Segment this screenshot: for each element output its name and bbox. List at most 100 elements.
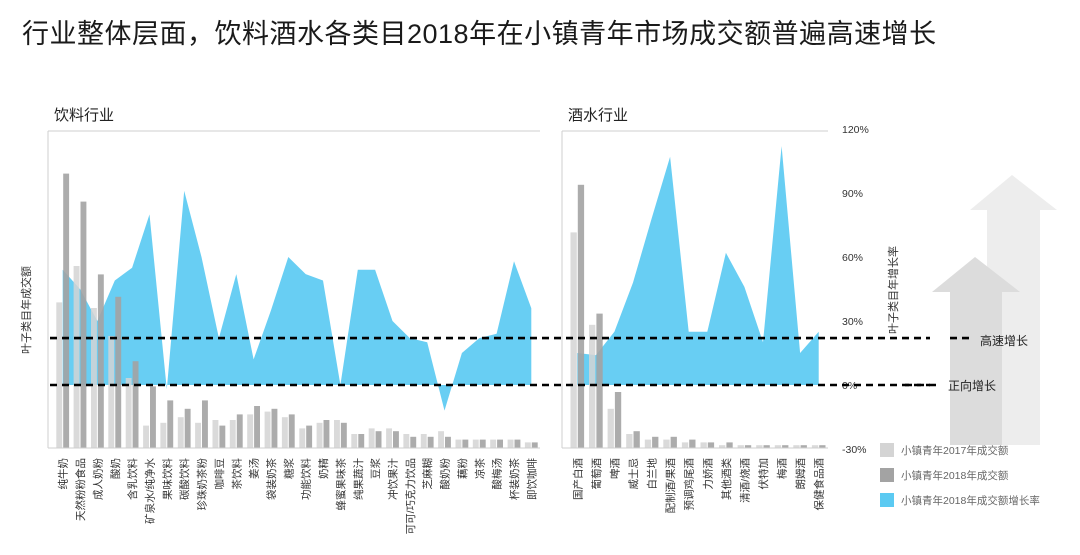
- bar-2017: [212, 420, 219, 448]
- bar-2017: [403, 434, 410, 448]
- bar-2017: [351, 434, 358, 448]
- bar-2018: [132, 361, 139, 448]
- category-label: 果味饮料: [161, 458, 174, 500]
- legend-item-2017: 小镇青年2017年成交额: [880, 440, 1008, 460]
- category-label: 即饮咖啡: [525, 458, 538, 500]
- bar-2018: [150, 386, 156, 448]
- bar-2017: [455, 439, 462, 448]
- bar-2017: [334, 420, 340, 448]
- threshold-label-positive: 正向增长: [948, 379, 997, 393]
- threshold-label-high: 高速增长: [980, 334, 1029, 348]
- y-left-axis-title: 叶子类目年成交额: [19, 266, 33, 354]
- category-label: 白兰地: [646, 458, 659, 490]
- bar-2017: [73, 266, 80, 448]
- bar-2018: [340, 422, 347, 448]
- bar-2018: [726, 442, 733, 448]
- bar-2018: [707, 442, 715, 448]
- category-label: 纯牛奶: [57, 458, 70, 490]
- bar-2017: [793, 445, 800, 448]
- bar-2018: [115, 296, 122, 448]
- category-label: 奶精: [317, 458, 330, 479]
- category-label: 含乳饮料: [126, 458, 139, 500]
- bar-2018: [800, 445, 807, 448]
- bar-2017: [811, 445, 819, 448]
- bar-2018: [462, 439, 469, 448]
- panel-title: 酒水行业: [568, 107, 628, 124]
- y-right-tick-label: 120%: [842, 124, 869, 136]
- bar-2017: [570, 232, 577, 448]
- category-label: 芝麻糊: [421, 458, 434, 490]
- bar-2017: [507, 439, 514, 448]
- bar-2018: [497, 439, 503, 448]
- y-right-tick-label: 90%: [842, 188, 863, 200]
- bar-2018: [689, 439, 696, 448]
- bar-2018: [531, 442, 538, 448]
- y-right-tick-label: -30%: [842, 444, 867, 456]
- category-label: 天然粉粉食品: [74, 458, 87, 521]
- category-label: 朗姆酒: [794, 458, 807, 490]
- category-label: 豆浆: [369, 458, 382, 479]
- y-right-tick-label: 0%: [842, 380, 857, 392]
- bar-2017: [472, 439, 479, 448]
- bar-2018: [670, 436, 677, 448]
- bar-2018: [323, 420, 330, 448]
- bar-2017: [607, 408, 614, 448]
- y-right-tick-label: 60%: [842, 252, 863, 264]
- category-label: 酸梅汤: [491, 458, 504, 490]
- bar-2017: [756, 445, 763, 448]
- category-label: 可可/巧克力饮品: [404, 458, 417, 534]
- bar-2017: [589, 324, 596, 448]
- legend-item-growth: 小镇青年2018年成交额增长率: [880, 490, 1040, 510]
- legend-item-2018: 小镇青年2018年成交额: [880, 465, 1008, 485]
- category-label: 威士忌: [627, 458, 640, 490]
- bar-2018: [254, 406, 260, 448]
- bar-2018: [358, 434, 365, 448]
- bar-2017: [719, 445, 726, 448]
- bar-2018: [288, 414, 295, 448]
- category-label: 纯果蔬汁: [352, 458, 365, 500]
- bar-2018: [427, 436, 434, 448]
- y-right-axis-title: 叶子类目年增长率: [886, 246, 900, 334]
- growth-area: [577, 146, 819, 385]
- category-label: 袋装奶茶: [265, 458, 278, 500]
- bar-2017: [490, 439, 497, 448]
- category-label: 蜂蜜果味茶: [334, 458, 347, 511]
- panel-title: 饮料行业: [54, 107, 114, 124]
- bar-2017: [108, 336, 115, 448]
- bar-2017: [368, 428, 375, 448]
- category-label: 酸奶粉: [439, 458, 452, 490]
- category-label: 保健食品酒: [813, 458, 826, 511]
- bar-2017: [247, 414, 254, 448]
- bar-2018: [577, 184, 585, 449]
- category-label: 姜汤: [248, 458, 261, 479]
- bar-2017: [663, 439, 670, 448]
- bar-2017: [56, 302, 63, 448]
- bar-2017: [316, 422, 323, 448]
- y-right-tick-label: 30%: [842, 316, 863, 328]
- bar-2018: [744, 445, 752, 448]
- category-label: 伏特加: [757, 458, 770, 490]
- bar-2018: [271, 408, 278, 448]
- bar-2018: [202, 400, 208, 448]
- category-label: 成人奶粉: [91, 458, 104, 500]
- category-label: 国产白酒: [571, 458, 584, 500]
- category-label: 冲饮果汁: [386, 458, 399, 500]
- bar-2018: [782, 445, 789, 448]
- bar-2017: [438, 431, 444, 448]
- bar-2017: [229, 420, 236, 448]
- category-label: 碳酸饮料: [178, 458, 191, 500]
- bar-2017: [281, 417, 288, 448]
- bar-2018: [410, 436, 417, 448]
- legend-swatch-2017: [880, 443, 894, 457]
- category-label: 杯装奶茶: [508, 458, 521, 500]
- legend-label-2018: 小镇青年2018年成交额: [901, 469, 1009, 482]
- category-label: 凉茶: [473, 458, 486, 479]
- bar-2018: [97, 274, 104, 448]
- category-label: 清酒/烧酒: [738, 458, 751, 503]
- bar-2018: [184, 408, 191, 448]
- bar-2018: [514, 439, 521, 448]
- bar-2017: [299, 428, 306, 448]
- up-arrow-icon-small: [932, 257, 1020, 445]
- bar-2017: [626, 434, 633, 448]
- category-label: 啤酒: [608, 458, 621, 479]
